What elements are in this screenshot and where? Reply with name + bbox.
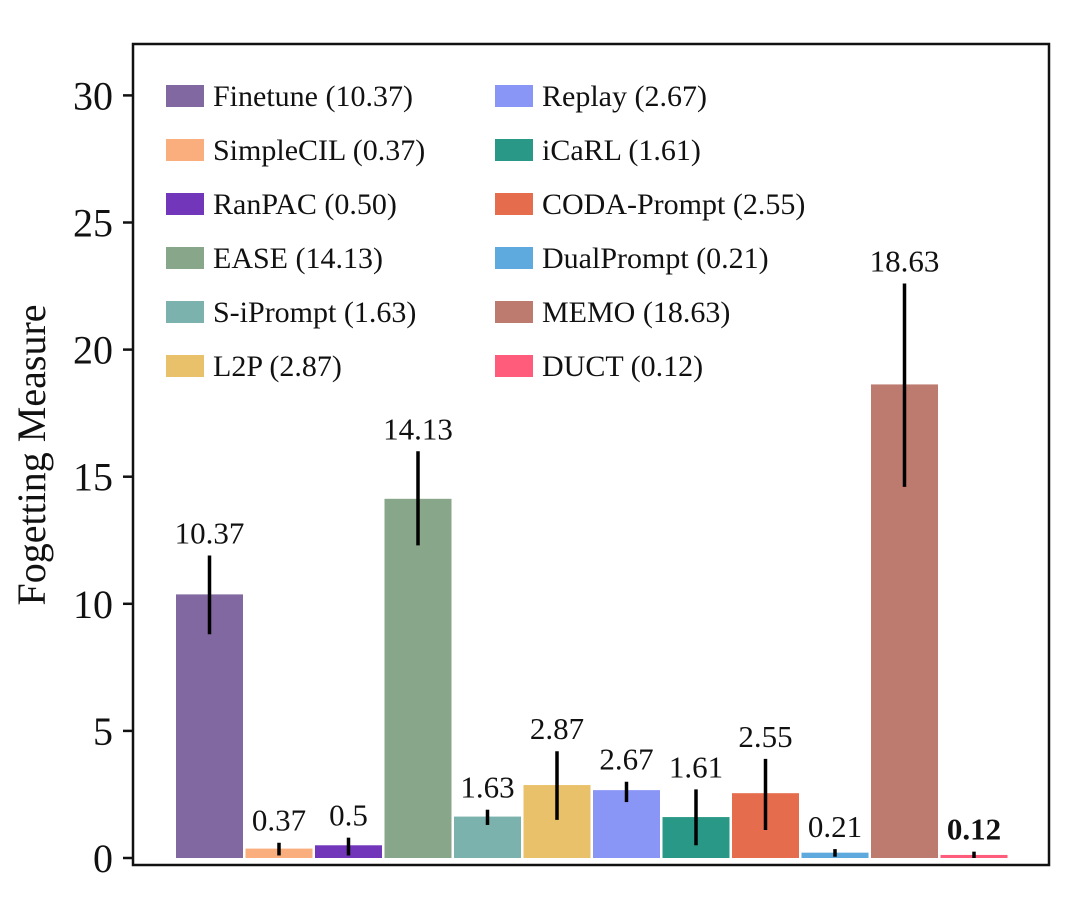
y-tick-label: 0	[93, 836, 113, 881]
legend-label-s-iprompt: S-iPrompt (1.63)	[213, 296, 416, 329]
legend-label-icarl: iCaRL (1.61)	[542, 134, 701, 167]
data-label-replay: 2.67	[599, 742, 653, 777]
bar-ease	[384, 498, 452, 858]
legend-label-memo: MEMO (18.63)	[542, 296, 730, 329]
error-bars	[207, 283, 976, 858]
data-label-memo: 18.63	[870, 244, 940, 279]
legend-swatch-s-iprompt	[166, 301, 204, 323]
data-label-simplecil: 0.37	[252, 803, 306, 838]
legend-label-simplecil: SimpleCIL (0.37)	[213, 134, 425, 167]
data-labels: 10.37 0.37 0.5 14.13 1.63 2.87 2.67 1.61 2.55 0.2…	[175, 244, 1002, 847]
legend-swatch-l2p	[166, 355, 204, 377]
bars	[176, 384, 1008, 858]
legend-swatch-coda-prompt	[495, 193, 533, 215]
data-label-l2p: 2.87	[530, 711, 584, 746]
data-label-ease: 14.13	[383, 411, 453, 446]
data-label-finetune: 10.37	[175, 516, 245, 551]
legend-label-dualprompt: DualPrompt (0.21)	[542, 242, 769, 275]
data-label-dualprompt: 0.21	[808, 809, 862, 844]
data-label-ranpac: 0.5	[329, 798, 368, 833]
y-tick-label: 15	[73, 455, 113, 500]
legend-swatch-simplecil	[166, 139, 204, 161]
data-label-duct: 0.12	[947, 812, 1001, 847]
data-label-icarl: 1.61	[669, 749, 723, 784]
legend-swatch-memo	[495, 301, 533, 323]
legend-label-ease: EASE (14.13)	[213, 242, 383, 275]
legend-swatch-ranpac	[166, 193, 204, 215]
legend-swatch-finetune	[166, 85, 204, 107]
legend-label-coda-prompt: CODA-Prompt (2.55)	[542, 188, 805, 221]
legend: Finetune (10.37) SimpleCIL (0.37) RanPAC (…	[166, 80, 805, 383]
y-tick-label: 25	[73, 201, 113, 246]
legend-swatch-icarl	[495, 139, 533, 161]
data-label-s-iprompt: 1.63	[460, 770, 514, 805]
data-label-coda-prompt: 2.55	[738, 719, 792, 754]
legend-swatch-dualprompt	[495, 247, 533, 269]
legend-label-l2p: L2P (2.87)	[213, 350, 342, 383]
y-tick-label: 10	[73, 582, 113, 627]
legend-label-finetune: Finetune (10.37)	[213, 80, 413, 113]
y-tick-label: 5	[93, 709, 113, 754]
legend-swatch-replay	[495, 85, 533, 107]
bar-finetune	[176, 594, 243, 858]
legend-label-replay: Replay (2.67)	[542, 80, 707, 113]
legend-label-ranpac: RanPAC (0.50)	[213, 188, 397, 221]
y-axis-label: Fogetting Measure	[9, 304, 54, 605]
plot-frame	[131, 42, 1051, 867]
legend-swatch-duct	[495, 355, 533, 377]
y-axis: 0 5 10 15 20 25 30	[73, 73, 133, 881]
legend-swatch-ease	[166, 247, 204, 269]
legend-label-duct: DUCT (0.12)	[542, 350, 703, 383]
y-tick-label: 30	[73, 73, 113, 118]
y-tick-label: 20	[73, 328, 113, 373]
